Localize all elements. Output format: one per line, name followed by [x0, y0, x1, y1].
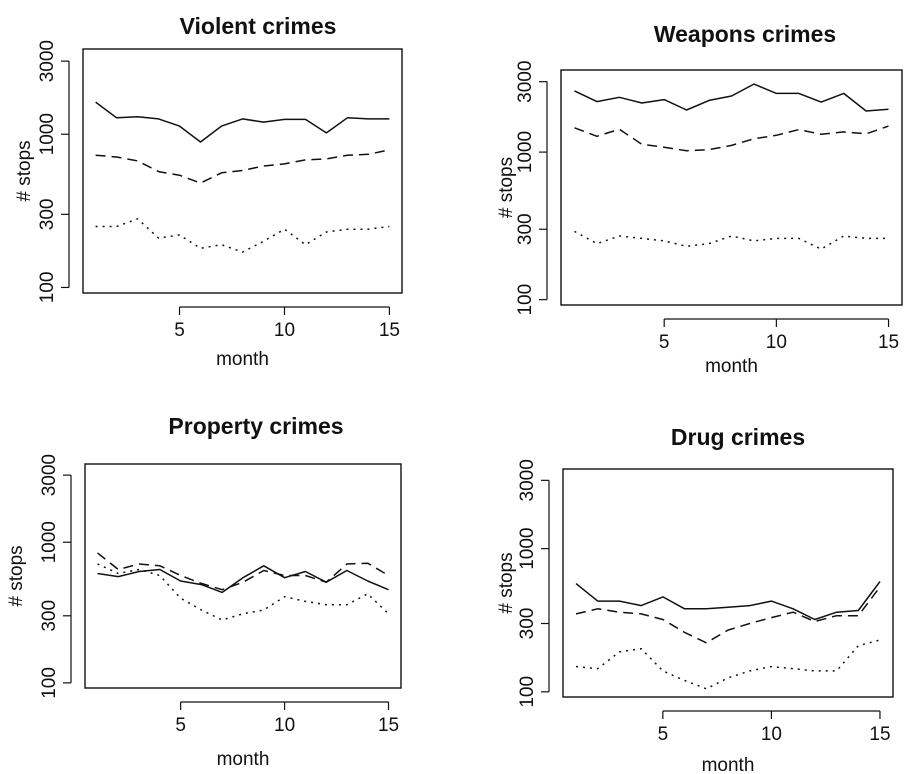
- series-line-solid: [575, 581, 881, 621]
- series-line-dotted: [97, 563, 390, 621]
- y-axis-label: # stops: [496, 157, 517, 218]
- y-tick-label: 3000: [37, 40, 58, 82]
- series-line-dashed: [97, 552, 389, 591]
- series-line-dashed: [575, 586, 881, 644]
- x-axis-label: month: [216, 349, 269, 370]
- y-tick-label: 1000: [37, 113, 58, 155]
- y-tick-label: 3000: [517, 459, 538, 501]
- panel-weapons: Weapons crimes 5 10 15 month 100 300 1000 3000 # …: [496, 21, 903, 377]
- series-line-dotted: [95, 218, 390, 253]
- panel-drug: Drug crimes 5 10 15 month 100 300 1000 3000 # sto…: [496, 424, 894, 774]
- x-tick-label: 15: [378, 715, 399, 736]
- chart-title: Violent crimes: [180, 13, 337, 39]
- plot-frame: [84, 463, 402, 689]
- y-tick-label: 300: [39, 600, 60, 632]
- x-tick-label: 5: [658, 724, 669, 745]
- plot-frame: [560, 69, 903, 306]
- x-tick-label: 5: [174, 320, 185, 341]
- x-tick-label: 10: [761, 724, 782, 745]
- y-tick-label: 3000: [39, 454, 60, 496]
- y-tick-label: 300: [517, 608, 538, 640]
- y-tick-label: 3000: [515, 61, 536, 103]
- chart-title: Drug crimes: [671, 424, 805, 450]
- y-tick-label: 100: [37, 272, 58, 304]
- y-tick-label: 1000: [39, 521, 60, 563]
- x-tick-label: 15: [878, 332, 899, 353]
- series-line-solid: [95, 101, 390, 143]
- x-tick-label: 10: [274, 715, 295, 736]
- panel-violent: Violent crimes 5 10 15 month 100 300 1000 3000 # …: [14, 13, 403, 370]
- panel-property: Property crimes 5 10 15 month 100 300 1000 3000 #…: [6, 413, 402, 770]
- plot-frame: [82, 48, 403, 294]
- chart-title: Weapons crimes: [654, 21, 836, 47]
- y-axis-label: # stops: [6, 545, 27, 606]
- y-axis-label: # stops: [496, 552, 517, 613]
- y-tick-label: 1000: [515, 131, 536, 173]
- plot-frame: [562, 468, 894, 698]
- chart-title: Property crimes: [168, 413, 343, 439]
- x-tick-label: 10: [766, 332, 787, 353]
- x-tick-label: 5: [175, 715, 186, 736]
- y-tick-label: 300: [515, 213, 536, 245]
- x-tick-label: 15: [869, 724, 890, 745]
- series-line-solid: [97, 565, 389, 594]
- x-tick-label: 15: [379, 320, 400, 341]
- x-tick-label: 5: [659, 332, 670, 353]
- y-axis-label: # stops: [14, 140, 35, 201]
- series-line-solid: [574, 83, 889, 112]
- y-tick-label: 300: [37, 198, 58, 230]
- y-tick-label: 1000: [517, 528, 538, 570]
- y-tick-label: 100: [515, 284, 536, 316]
- x-axis-label: month: [217, 749, 270, 770]
- y-tick-label: 100: [517, 676, 538, 708]
- series-line-dashed: [95, 149, 390, 184]
- series-line-dotted: [574, 230, 889, 250]
- x-axis-label: month: [705, 356, 758, 377]
- series-line-dotted: [575, 639, 881, 690]
- x-axis-label: month: [702, 755, 755, 774]
- x-tick-label: 10: [274, 320, 295, 341]
- series-line-dashed: [574, 125, 889, 152]
- y-tick-label: 100: [39, 667, 60, 699]
